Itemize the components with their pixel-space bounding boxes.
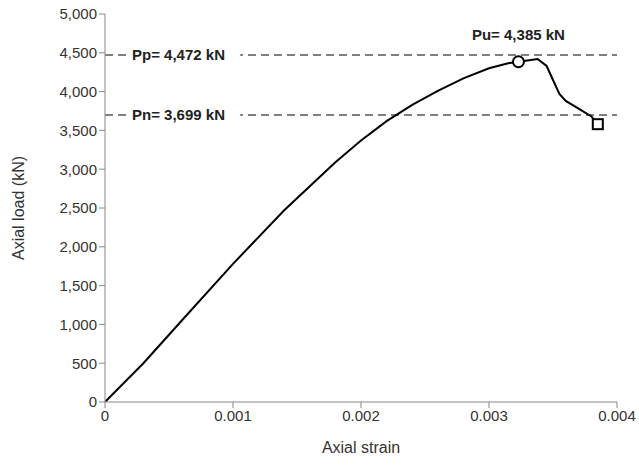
svg-text:Pu= 4,385 kN: Pu= 4,385 kN bbox=[472, 26, 565, 43]
svg-text:2,500: 2,500 bbox=[59, 199, 97, 216]
svg-text:0: 0 bbox=[101, 407, 109, 424]
svg-text:3,500: 3,500 bbox=[59, 122, 97, 139]
svg-text:1,000: 1,000 bbox=[59, 316, 97, 333]
svg-text:2,000: 2,000 bbox=[59, 238, 97, 255]
svg-text:0.001: 0.001 bbox=[214, 407, 252, 424]
svg-text:1,500: 1,500 bbox=[59, 277, 97, 294]
svg-text:Pp= 4,472 kN: Pp= 4,472 kN bbox=[132, 46, 225, 63]
svg-text:Pn= 3,699 kN: Pn= 3,699 kN bbox=[132, 106, 225, 123]
svg-text:Axial strain: Axial strain bbox=[322, 439, 400, 456]
svg-text:4,000: 4,000 bbox=[59, 83, 97, 100]
svg-text:Axial load (kN): Axial load (kN) bbox=[10, 156, 27, 260]
svg-text:3,000: 3,000 bbox=[59, 161, 97, 178]
svg-text:0: 0 bbox=[89, 393, 97, 410]
svg-text:4,500: 4,500 bbox=[59, 44, 97, 61]
svg-text:0.004: 0.004 bbox=[598, 407, 636, 424]
svg-text:0.002: 0.002 bbox=[342, 407, 380, 424]
svg-text:500: 500 bbox=[72, 355, 97, 372]
svg-text:0.003: 0.003 bbox=[470, 407, 508, 424]
svg-text:5,000: 5,000 bbox=[59, 5, 97, 22]
